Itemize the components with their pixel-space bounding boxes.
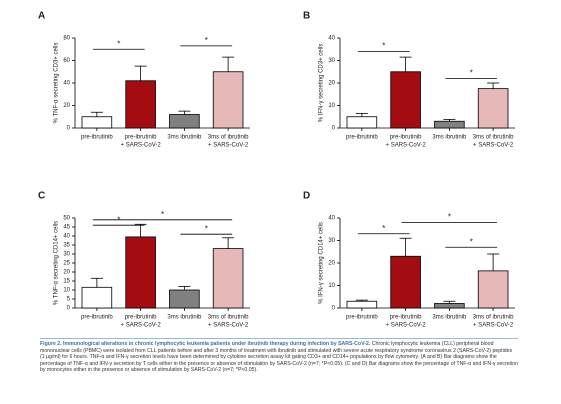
x-tick-label: pre-ibrutinib <box>346 135 378 141</box>
y-tick-label: 40 <box>63 81 70 87</box>
x-tick-label: pre-ibrutinib <box>125 135 157 141</box>
significance-label: * <box>161 210 164 219</box>
caption-text: Chronic lymphocytic leukemia (CLL) perip… <box>40 341 518 374</box>
y-tick-label: 20 <box>328 81 335 87</box>
panel-label: B <box>303 11 310 22</box>
significance-label: * <box>382 42 385 51</box>
significance-label: * <box>117 39 120 48</box>
bar <box>81 286 113 309</box>
y-tick-label: 20 <box>63 103 70 109</box>
x-tick-label: + SARS-CoV-2 <box>208 323 249 329</box>
panel-label: C <box>38 191 45 202</box>
x-tick-label: pre-ibrutinib <box>81 315 113 321</box>
y-tick-label: 40 <box>328 36 335 42</box>
y-tick-label: 15 <box>63 279 70 285</box>
significance-label: * <box>205 36 208 45</box>
significance-label: * <box>470 237 473 246</box>
x-tick-label: + SARS-CoV-2 <box>208 143 249 149</box>
y-tick-label: 40 <box>328 216 335 222</box>
x-tick-label: + SARS-CoV-2 <box>121 143 162 149</box>
figure: A % TNF-α secreting CD3+ cells 0 20 40 60 80 pr… <box>38 11 515 329</box>
x-tick-label: + SARS-CoV-2 <box>386 143 427 149</box>
x-tick-label: + SARS-CoV-2 <box>473 143 514 149</box>
y-tick-label: 20 <box>328 261 335 267</box>
y-tick-label: 25 <box>63 261 70 267</box>
bar <box>81 116 113 129</box>
y-axis-label: % TNF-α secreting CD14+ cells <box>54 221 60 305</box>
bar <box>390 255 421 309</box>
x-tick-label: pre-ibrutinib <box>390 315 422 321</box>
y-tick-label: 35 <box>63 243 70 249</box>
bar <box>346 116 378 129</box>
y-tick-label: 20 <box>63 270 70 276</box>
chart-panel: B % IFN-γ secreting CD3+ cells 0 10 20 30 40 pr… <box>303 11 515 149</box>
y-tick-label: 0 <box>332 306 336 312</box>
x-tick-label: 3ms of ibrutinib <box>473 135 514 141</box>
y-tick-label: 45 <box>63 225 70 231</box>
chart-panel: C % TNF-α secreting CD14+ cells 0 5 10 15 20 25… <box>38 191 250 329</box>
y-tick-label: 80 <box>63 36 70 42</box>
bar <box>212 248 244 309</box>
y-tick-label: 30 <box>328 58 335 64</box>
significance-label: * <box>448 213 451 222</box>
panel-label: D <box>303 191 310 202</box>
y-tick-label: 60 <box>63 58 70 64</box>
caption-title: Figure 2. Immunological alterations in c… <box>40 341 371 347</box>
y-axis-label: % IFN-γ secreting CD3+ cells <box>319 44 325 123</box>
x-tick-label: 3ms ibrutinib <box>167 315 202 321</box>
x-tick-label: pre-ibrutinib <box>390 135 422 141</box>
y-tick-label: 0 <box>67 126 71 132</box>
significance-label: * <box>382 224 385 233</box>
bar <box>477 88 509 129</box>
x-tick-label: 3ms of ibrutinib <box>473 315 514 321</box>
y-tick-label: 10 <box>63 288 70 294</box>
x-tick-label: + SARS-CoV-2 <box>386 323 427 329</box>
x-tick-label: + SARS-CoV-2 <box>473 323 514 329</box>
bar <box>434 303 465 309</box>
x-tick-label: pre-ibrutinib <box>346 315 378 321</box>
bar <box>390 71 421 129</box>
y-tick-label: 30 <box>328 238 335 244</box>
x-tick-label: 3ms of ibrutinib <box>208 315 249 321</box>
x-tick-label: pre-ibrutinib <box>125 315 157 321</box>
y-tick-label: 10 <box>328 283 335 289</box>
y-axis-label: % TNF-α secreting CD3+ cells <box>54 43 60 124</box>
panel-label: A <box>38 11 45 22</box>
chart-panel: D % IFN-γ secreting CD14+ cells 0 10 20 30 40 p… <box>303 191 515 329</box>
bar <box>477 270 509 309</box>
y-tick-label: 30 <box>63 252 70 258</box>
bar <box>169 289 200 309</box>
x-tick-label: 3ms ibrutinib <box>432 135 467 141</box>
x-tick-label: 3ms ibrutinib <box>432 315 467 321</box>
bar <box>346 300 378 309</box>
x-tick-label: + SARS-CoV-2 <box>121 323 162 329</box>
significance-label: * <box>470 69 473 78</box>
y-tick-label: 0 <box>332 126 336 132</box>
caption: Figure 2. Immunological alterations in c… <box>40 338 518 374</box>
y-tick-label: 50 <box>63 216 70 222</box>
bar <box>169 114 200 129</box>
y-tick-label: 10 <box>328 103 335 109</box>
significance-label: * <box>205 224 208 233</box>
bar <box>212 71 244 129</box>
y-axis-label: % IFN-γ secreting CD14+ cells <box>319 222 325 304</box>
x-tick-label: 3ms ibrutinib <box>167 135 202 141</box>
bar <box>125 80 156 129</box>
x-tick-label: pre-ibrutinib <box>81 135 113 141</box>
y-tick-label: 40 <box>63 234 70 240</box>
x-tick-label: 3ms of ibrutinib <box>208 135 249 141</box>
chart-panel: A % TNF-α secreting CD3+ cells 0 20 40 60 80 pr… <box>38 11 250 149</box>
bar <box>125 236 156 309</box>
y-tick-label: 5 <box>67 297 71 303</box>
bar <box>434 120 465 129</box>
y-tick-label: 0 <box>67 306 71 312</box>
